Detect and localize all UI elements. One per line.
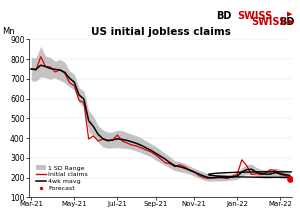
- Text: ▶: ▶: [286, 11, 292, 17]
- Text: SWISS: SWISS: [237, 11, 272, 21]
- Text: BD: BD: [216, 11, 231, 21]
- Title: US initial jobless claims: US initial jobless claims: [91, 27, 230, 37]
- Text: BD: BD: [279, 17, 295, 27]
- Point: [287, 177, 292, 180]
- Text: SWISS➤: SWISS➤: [251, 17, 295, 27]
- Text: Mn: Mn: [2, 27, 15, 36]
- Legend: 1 SD Range, Initial claims, 4wk mavg, Forecast: 1 SD Range, Initial claims, 4wk mavg, Fo…: [34, 164, 90, 193]
